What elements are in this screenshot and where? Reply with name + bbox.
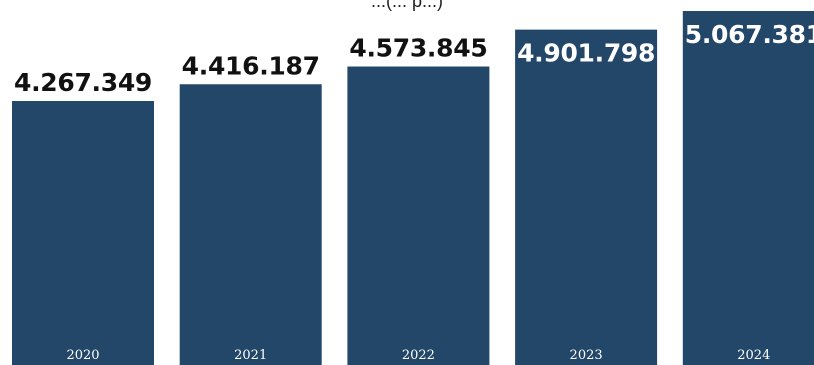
bar-2023 — [515, 29, 658, 365]
value-label-2021: 4.416.187 — [182, 51, 320, 80]
bar-group-2022: 4.573.845 2022 — [347, 34, 490, 365]
value-label-2024: 5.067.381 — [685, 20, 814, 49]
value-label-2023: 4.901.798 — [517, 39, 655, 68]
x-tick-label-2021: 2021 — [234, 348, 267, 363]
chart-title-fragment: ...(... p...) — [370, 0, 443, 11]
x-tick-label-2023: 2023 — [570, 348, 603, 363]
bar-2022 — [347, 66, 490, 365]
value-label-2020: 4.267.349 — [14, 68, 152, 97]
bar-group-2020: 4.267.349 2020 — [12, 68, 154, 365]
bar-2024 — [682, 11, 814, 365]
bar-group-2021: 4.416.187 2021 — [179, 51, 322, 365]
bar-group-2024: 5.067.381 2024 — [682, 11, 814, 365]
x-tick-label-2022: 2022 — [402, 348, 435, 363]
value-label-2022: 4.573.845 — [349, 34, 487, 63]
bar-2020 — [12, 101, 154, 365]
chart-title: ...(... p...) — [0, 0, 814, 11]
bar-2021 — [179, 84, 322, 365]
x-tick-label-2020: 2020 — [66, 348, 99, 363]
bar-group-2023: 4.901.798 2023 — [515, 29, 658, 365]
x-tick-label-2024: 2024 — [737, 348, 770, 363]
